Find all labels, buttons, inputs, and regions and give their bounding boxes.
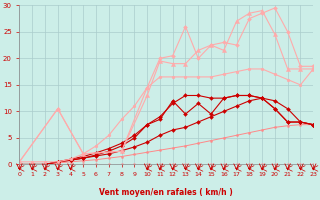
X-axis label: Vent moyen/en rafales ( km/h ): Vent moyen/en rafales ( km/h ) <box>100 188 233 197</box>
